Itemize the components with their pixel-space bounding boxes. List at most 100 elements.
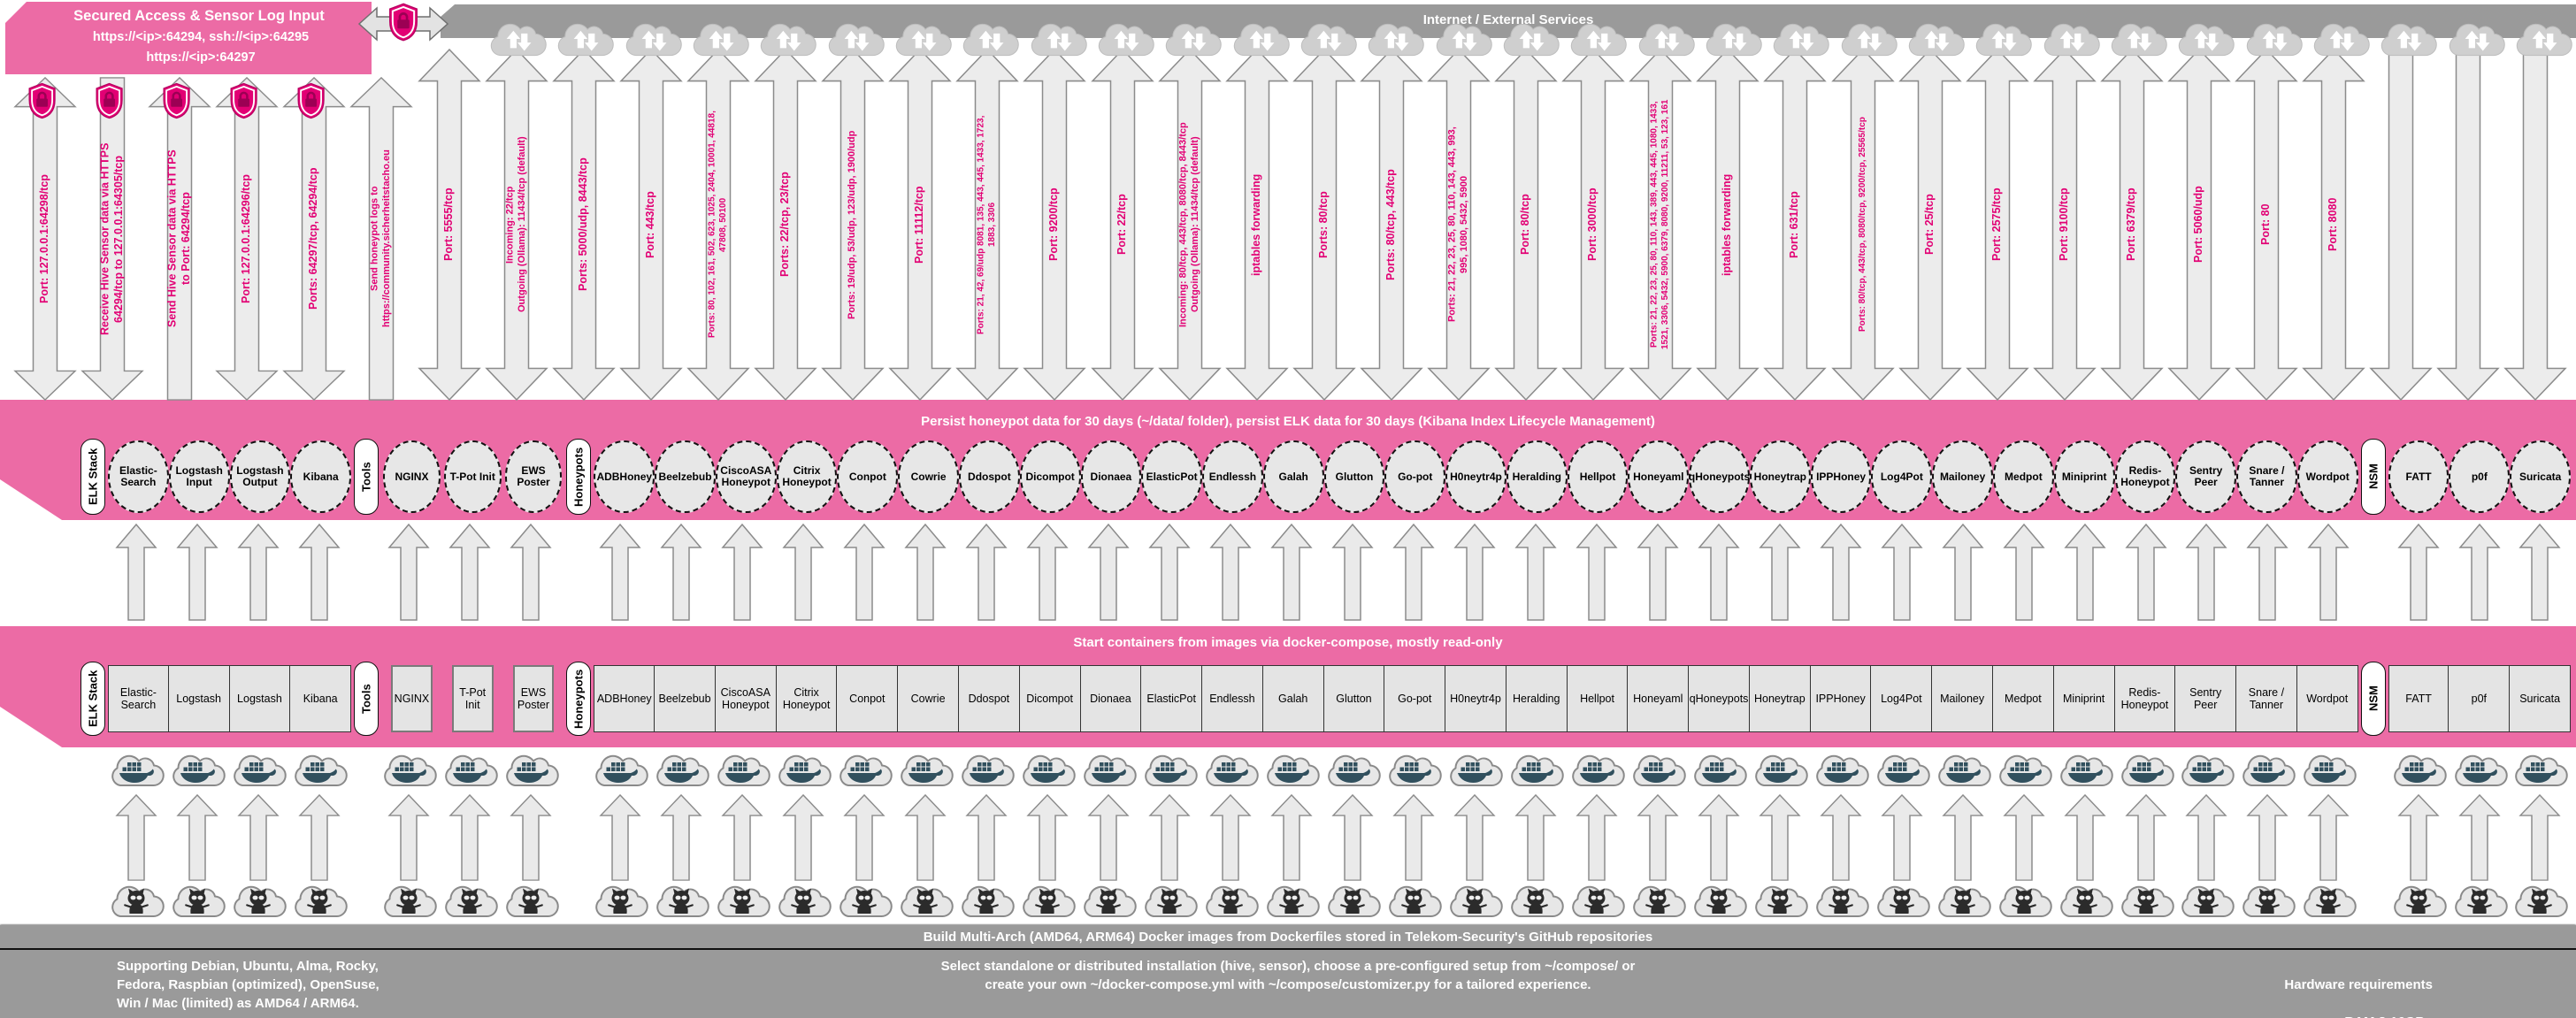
container-cell: FATT xyxy=(2388,439,2450,515)
port-label: Port: 22/tcp xyxy=(1115,194,1128,256)
octocat-icon xyxy=(958,881,1015,922)
container-cell xyxy=(1932,748,1993,792)
group-nsm xyxy=(2388,748,2571,792)
up-arrow-icon xyxy=(2124,524,2167,621)
up-arrow-icon xyxy=(1026,524,1069,621)
container-cell: Log4Pot xyxy=(1871,662,1933,736)
port-arrow: Port: 5060/udp xyxy=(2166,49,2232,401)
container-cell xyxy=(502,748,560,792)
up-arrow-icon xyxy=(782,524,824,621)
container-cell xyxy=(1322,794,1383,881)
container-cell xyxy=(2388,524,2449,621)
container-cell xyxy=(773,748,834,792)
container-oval: Wordpot xyxy=(2296,440,2358,513)
octocat-icon xyxy=(2511,881,2568,922)
container-oval: Galah xyxy=(1262,440,1324,513)
cloud-sync-icon xyxy=(2176,18,2235,63)
container-oval: NGINX xyxy=(383,440,441,513)
docker-whale-icon xyxy=(2239,750,2296,791)
container-cell: Redis-Honeypot xyxy=(2114,662,2176,736)
cloud-sync-icon xyxy=(691,18,749,63)
octocat-icon xyxy=(2178,881,2235,922)
container-cell xyxy=(1383,879,1444,923)
container-cell xyxy=(289,524,350,621)
group-tools: NGINX T-Pot Init EWS Poster xyxy=(381,439,564,515)
up-arrow-icon xyxy=(1576,794,1618,881)
hardware-requirements-title: Hardware requirements xyxy=(2284,977,2433,992)
container-cell: Ddospot xyxy=(958,439,1020,515)
container-rect: Hellpot xyxy=(1567,665,1629,732)
octocat-icon xyxy=(775,881,832,922)
container-oval: Hellpot xyxy=(1567,440,1629,513)
container-cell xyxy=(651,748,712,792)
port-arrow: Ports: 21, 42, 69/udp 8081, 135, 443, 44… xyxy=(954,49,1020,401)
container-cell xyxy=(1078,524,1139,621)
container-cell: Honeytrap xyxy=(1749,439,1811,515)
container-rect: Logstash xyxy=(229,665,291,732)
cloud-sync-icon xyxy=(488,18,547,63)
up-arrow-icon xyxy=(1514,794,1557,881)
port-label: Incoming: 80/tcp, 443/tcp, 8080/tcp, 844… xyxy=(1177,122,1200,327)
lock-shield-icon xyxy=(95,82,125,119)
container-rect: Sentry Peer xyxy=(2175,665,2237,732)
up-arrow-icon xyxy=(1209,794,1252,881)
container-cell xyxy=(1749,794,1810,881)
octocat-icon xyxy=(1019,881,1076,922)
up-arrow-icon xyxy=(2518,794,2562,881)
up-arrow-icon xyxy=(1270,794,1313,881)
container-cell xyxy=(380,524,438,621)
container-cell: Elastic-Search xyxy=(108,662,169,736)
port-arrow: Ports: 80/tcp, 443/tcp xyxy=(1359,49,1424,401)
container-cell xyxy=(1261,748,1322,792)
up-arrow-icon xyxy=(2246,794,2289,881)
container-cell xyxy=(956,794,1017,881)
docker-whale-icon xyxy=(1324,750,1381,791)
container-cell: Beelzebub xyxy=(655,662,716,736)
container-cell: Kibana xyxy=(290,439,352,515)
container-oval: IPPHoney xyxy=(1810,440,1872,513)
container-cell xyxy=(2449,748,2510,792)
up-arrow-icon xyxy=(176,524,219,621)
up-arrow-icon xyxy=(2002,794,2045,881)
container-cell: Logstash Input xyxy=(168,439,230,515)
container-rect: IPPHoney xyxy=(1810,665,1872,732)
container-oval: Citrix Honeypot xyxy=(776,440,838,513)
container-cell xyxy=(590,524,651,621)
container-rect: Conpot xyxy=(837,665,899,732)
port-arrow: Ports: 21, 22, 23, 25, 80, 110, 143, 443… xyxy=(1426,49,1491,401)
container-cell xyxy=(1444,794,1505,881)
container-cell xyxy=(2176,524,2237,621)
container-cell: CiscoASA Honeypot xyxy=(715,662,777,736)
container-cell: ElasticPot xyxy=(1141,662,1203,736)
container-cell: qHoneypots xyxy=(1689,662,1750,736)
up-arrow-icon xyxy=(1759,524,1801,621)
cloud-sync-icon xyxy=(1366,18,1424,63)
port-arrow: Port: 8080 xyxy=(2301,49,2366,401)
container-cell xyxy=(1993,748,2054,792)
container-rect: Cowrie xyxy=(898,665,959,732)
container-cell: Sentry Peer xyxy=(2175,439,2237,515)
container-cell xyxy=(228,748,289,792)
up-arrow-icon xyxy=(599,794,641,881)
port-arrow: iptables forwarding xyxy=(1695,49,1760,401)
container-cell xyxy=(1566,524,1627,621)
group-pill-spacer xyxy=(353,794,376,881)
octocat-icon xyxy=(2118,881,2174,922)
container-cell: p0f xyxy=(2449,439,2511,515)
container-cell xyxy=(956,524,1017,621)
container-cell xyxy=(1383,524,1444,621)
container-oval: Heralding xyxy=(1506,440,1568,513)
cloud-sync-icon xyxy=(893,18,952,63)
container-cell: Dionaea xyxy=(1080,662,1142,736)
container-rect: Heralding xyxy=(1506,665,1568,732)
container-oval: Redis-Honeypot xyxy=(2114,440,2176,513)
container-cell xyxy=(1810,524,1871,621)
up-arrow-icon xyxy=(2002,524,2045,621)
container-cell xyxy=(1871,524,1932,621)
group-elk-stack: Elastic-Search Logstash Input Logstash Out… xyxy=(108,439,352,515)
container-cell xyxy=(1566,748,1627,792)
container-oval: Snare / Tanner xyxy=(2236,440,2297,513)
container-cell xyxy=(1871,748,1932,792)
container-cell xyxy=(1932,524,1993,621)
group-elk-stack xyxy=(106,794,350,881)
